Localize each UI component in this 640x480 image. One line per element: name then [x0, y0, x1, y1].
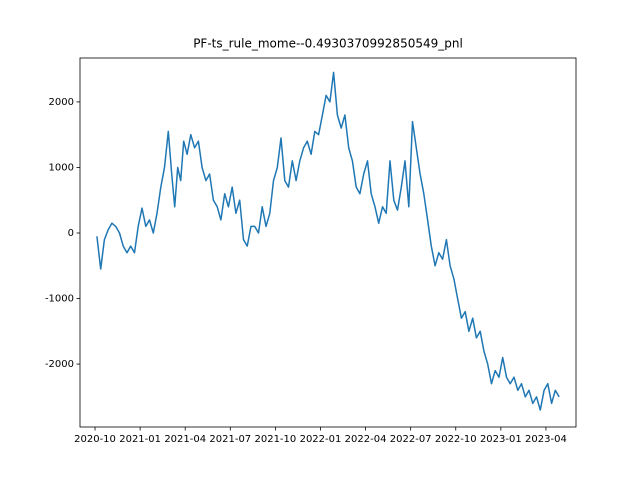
x-tick-label: 2021-04 [164, 434, 206, 445]
x-tick-label: 2023-01 [480, 434, 522, 445]
y-tick-label: 0 [68, 228, 74, 239]
x-tick-label: 2021-10 [254, 434, 296, 445]
x-tick-label: 2020-10 [74, 434, 116, 445]
y-tick-label: 1000 [49, 162, 74, 173]
x-tick-label: 2022-10 [435, 434, 477, 445]
plot-frame [79, 57, 577, 428]
y-tick-label: -1000 [45, 294, 74, 305]
y-tick-label: 2000 [49, 97, 74, 108]
x-tick-label: 2022-01 [300, 434, 342, 445]
x-tick-label: 2021-01 [119, 434, 161, 445]
x-tick-label: 2022-04 [345, 434, 387, 445]
x-tick-label: 2021-07 [209, 434, 251, 445]
x-tick-label: 2022-07 [390, 434, 432, 445]
x-tick-label: 2023-04 [525, 434, 567, 445]
chart-title: PF-ts_rule_mome--0.4930370992850549_pnl [193, 37, 463, 51]
y-tick-label: -2000 [45, 359, 74, 370]
line [96, 71, 560, 411]
